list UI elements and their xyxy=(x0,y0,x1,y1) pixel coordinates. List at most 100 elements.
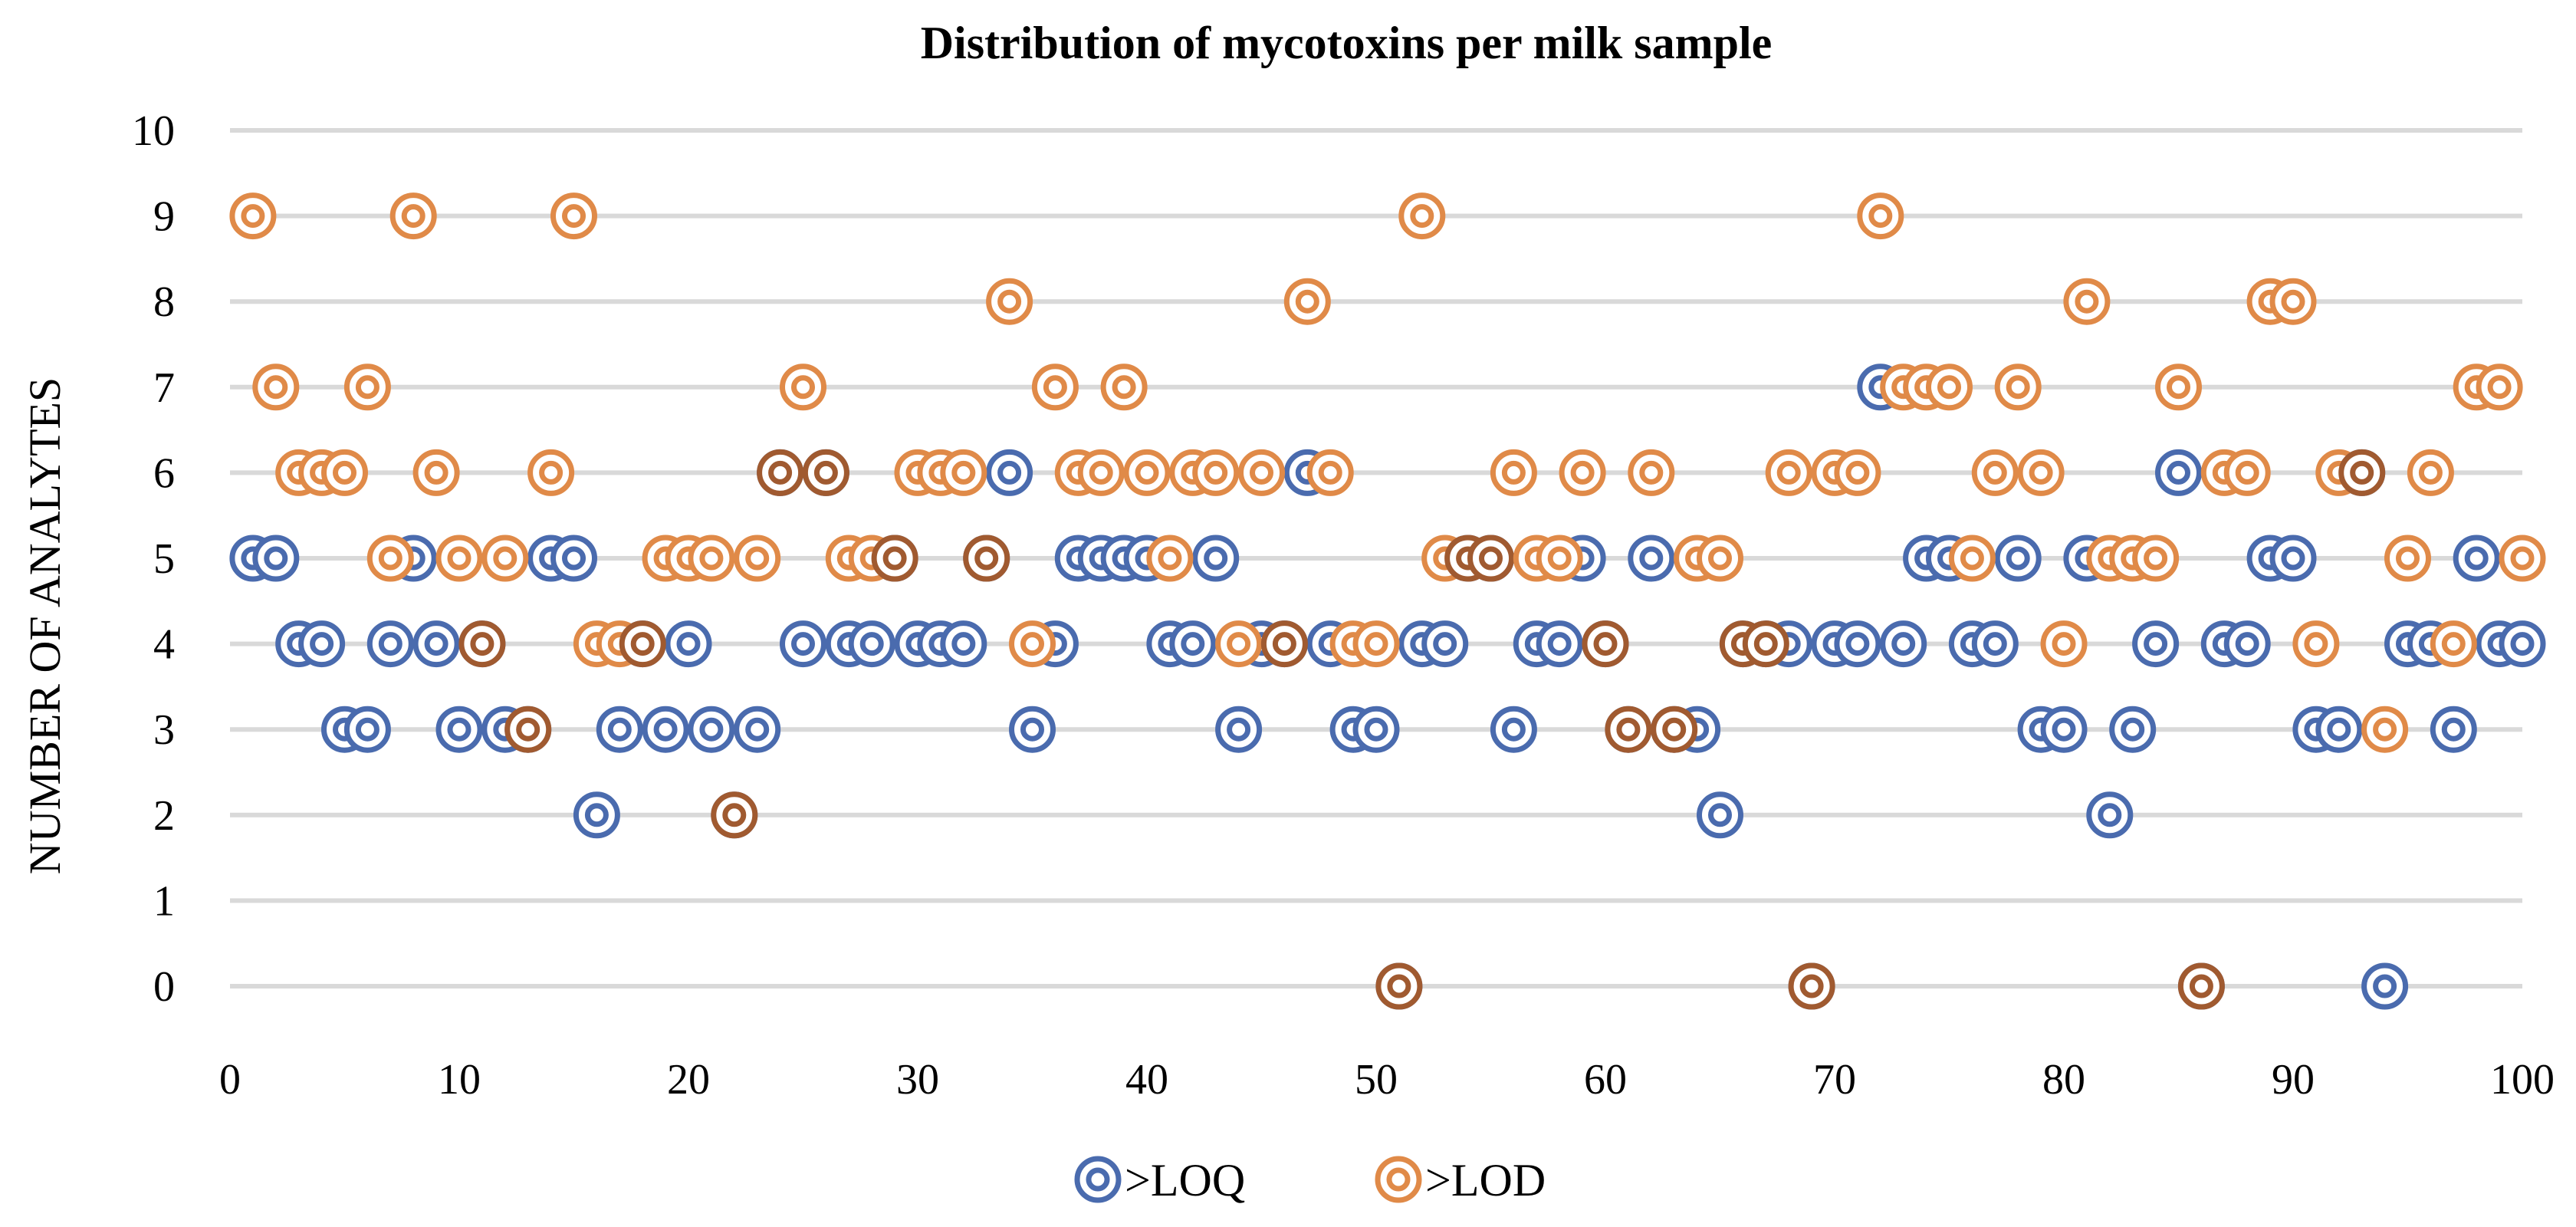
data-point xyxy=(1765,449,1812,496)
data-point xyxy=(802,449,849,496)
y-tick-label: 8 xyxy=(153,278,175,326)
x-axis-ticks: 0 10 20 30 40 50 60 70 80 90 100 xyxy=(219,1056,2555,1104)
data-point xyxy=(1628,535,1675,582)
series-lod xyxy=(229,192,2546,1010)
data-point xyxy=(1215,620,1263,668)
data-point xyxy=(1352,706,1400,753)
data-point xyxy=(343,706,391,753)
data-point xyxy=(2361,962,2409,1010)
x-tick-label: 70 xyxy=(1813,1056,1856,1104)
data-point xyxy=(481,535,529,582)
data-point xyxy=(1123,449,1171,496)
y-axis-ticks: 0 1 2 3 4 5 6 7 8 9 10 xyxy=(132,107,175,1011)
data-point xyxy=(2132,535,2180,582)
data-point xyxy=(1948,535,1996,582)
data-point xyxy=(848,620,895,668)
data-point xyxy=(412,620,460,668)
data-point xyxy=(2315,706,2363,753)
data-point xyxy=(389,192,437,240)
y-axis-label: NUMBER OF ANALYTES xyxy=(20,377,70,874)
data-point xyxy=(780,620,826,668)
data-point xyxy=(1605,706,1652,753)
data-point xyxy=(1880,620,1927,668)
data-point xyxy=(940,449,987,496)
data-point xyxy=(1169,620,1217,668)
data-point xyxy=(1697,791,1743,839)
data-point xyxy=(550,535,597,582)
data-point xyxy=(1559,449,1606,496)
data-point xyxy=(366,535,414,582)
data-point xyxy=(412,449,460,496)
data-point xyxy=(1628,449,1675,496)
data-point xyxy=(2499,620,2546,668)
data-point xyxy=(2177,962,2225,1010)
data-point xyxy=(298,620,346,668)
data-point xyxy=(1260,620,1308,668)
data-point xyxy=(1536,535,1583,582)
data-point xyxy=(1352,620,1400,668)
legend-marker xyxy=(1375,1156,1422,1203)
data-point xyxy=(986,278,1033,325)
data-point xyxy=(642,706,689,753)
data-point xyxy=(1857,192,1904,240)
data-point xyxy=(1536,620,1583,668)
data-point xyxy=(1283,278,1331,325)
y-tick-label: 6 xyxy=(153,449,175,497)
y-tick-label: 0 xyxy=(153,963,175,1011)
data-point xyxy=(2040,620,2088,668)
data-point xyxy=(2132,620,2180,668)
data-point xyxy=(2476,363,2523,411)
data-point xyxy=(527,449,575,496)
data-point xyxy=(757,449,804,496)
data-point xyxy=(619,620,666,668)
series-loq xyxy=(229,363,2546,1010)
data-point xyxy=(343,363,391,411)
data-point xyxy=(1009,706,1056,753)
data-point xyxy=(734,535,781,582)
data-point xyxy=(1100,363,1148,411)
data-point xyxy=(688,535,735,582)
x-tick-label: 10 xyxy=(438,1056,481,1104)
data-point xyxy=(1146,535,1194,582)
data-point xyxy=(1834,449,1881,496)
x-tick-label: 50 xyxy=(1355,1056,1398,1104)
data-point xyxy=(1031,363,1079,411)
data-point xyxy=(2338,449,2386,496)
data-point xyxy=(1192,535,1240,582)
x-tick-label: 30 xyxy=(896,1056,939,1104)
data-point xyxy=(665,620,712,668)
data-point xyxy=(252,535,300,582)
data-point xyxy=(2155,363,2202,411)
data-point xyxy=(1994,363,2042,411)
x-tick-label: 20 xyxy=(667,1056,710,1104)
data-point xyxy=(229,192,277,240)
data-point xyxy=(2292,620,2340,668)
x-tick-label: 60 xyxy=(1584,1056,1627,1104)
x-tick-label: 40 xyxy=(1125,1056,1168,1104)
data-point xyxy=(1306,449,1354,496)
data-point xyxy=(2155,449,2202,496)
data-point xyxy=(2407,449,2454,496)
legend-label: >LOQ xyxy=(1125,1155,1245,1206)
data-point xyxy=(1192,449,1240,496)
data-point xyxy=(1009,620,1056,668)
data-point xyxy=(688,706,735,753)
data-point xyxy=(1834,620,1881,668)
data-point xyxy=(1238,449,1285,496)
legend-item: >LOQ xyxy=(1074,1155,1245,1206)
data-point xyxy=(435,706,483,753)
x-tick-label: 0 xyxy=(219,1056,241,1104)
data-point xyxy=(2269,535,2317,582)
legend-marker xyxy=(1074,1156,1122,1203)
data-point xyxy=(2499,535,2546,582)
data-point xyxy=(1971,620,2019,668)
y-tick-label: 5 xyxy=(153,535,175,583)
y-tick-label: 4 xyxy=(153,621,175,669)
data-point xyxy=(504,706,552,753)
data-point xyxy=(1994,535,2042,582)
data-point xyxy=(2430,706,2477,753)
data-point xyxy=(2017,449,2065,496)
data-point xyxy=(2223,620,2271,668)
data-point xyxy=(1788,962,1835,1010)
